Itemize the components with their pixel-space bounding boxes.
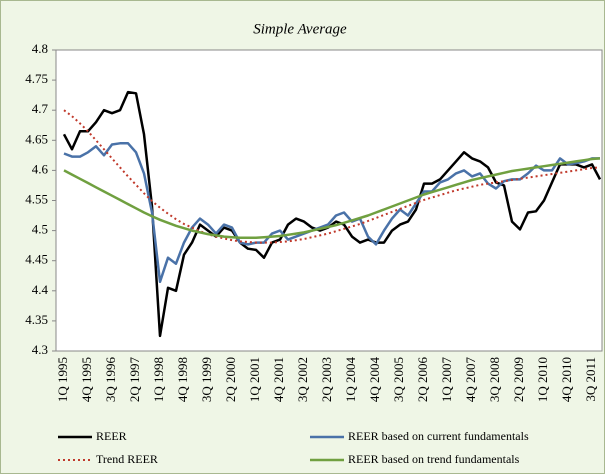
legend-label: REER	[96, 429, 127, 443]
x-tick-label: 3Q 2008	[487, 357, 502, 402]
y-tick-label: 4.45	[25, 252, 48, 267]
x-tick-label: 4Q 2010	[559, 357, 574, 402]
y-tick-label: 4.5	[32, 222, 48, 237]
y-tick-label: 4.55	[25, 191, 48, 206]
x-tick-label: 4Q 2001	[271, 357, 286, 402]
y-tick-label: 4.4	[32, 282, 49, 297]
y-tick-label: 4.75	[25, 71, 48, 86]
series-line	[63, 157, 601, 240]
x-tick-label: 4Q 2007	[463, 357, 478, 403]
x-tick-label: 3Q 1996	[103, 357, 118, 403]
x-tick-label: 1Q 1998	[151, 357, 166, 402]
legend-label: Trend REER	[96, 452, 158, 466]
y-tick-label: 4.35	[25, 312, 48, 327]
x-tick-label: 4Q 1998	[175, 357, 190, 402]
x-tick-label: 2Q 2003	[319, 357, 334, 402]
x-tick-label: 4Q 1995	[79, 357, 94, 402]
x-tick-label: 3Q 2011	[583, 357, 598, 402]
x-tick-label: 1Q 2007	[439, 357, 454, 403]
x-tick-label: 1Q 2001	[247, 357, 262, 402]
x-tick-label: 3Q 2002	[295, 357, 310, 402]
legend-label: REER based on trend fundamentals	[348, 452, 520, 466]
plot-area	[55, 49, 603, 352]
chart-title: Simple Average	[253, 21, 347, 37]
y-tick-label: 4.6	[32, 161, 49, 176]
y-tick-label: 4.3	[32, 342, 48, 357]
series-line	[63, 142, 600, 284]
x-tick-label: 1Q 2004	[343, 357, 358, 403]
legend-label: REER based on current fundamentals	[348, 429, 529, 443]
x-tick-label: 2Q 2009	[511, 357, 526, 402]
x-tick-label: 4Q 2004	[367, 357, 382, 403]
x-tick-label: 2Q 2000	[223, 357, 238, 402]
y-tick-label: 4.65	[25, 131, 48, 146]
y-tick-label: 4.7	[32, 101, 49, 116]
x-tick-label: 3Q 2005	[391, 357, 406, 402]
x-tick-label: 3Q 1999	[199, 357, 214, 402]
x-tick-label: 2Q 1997	[127, 357, 142, 403]
x-tick-label: 1Q 2010	[535, 357, 550, 402]
y-tick-label: 4.8	[32, 41, 48, 56]
x-tick-label: 2Q 2006	[415, 357, 430, 403]
x-tick-label: 1Q 1995	[55, 357, 70, 402]
